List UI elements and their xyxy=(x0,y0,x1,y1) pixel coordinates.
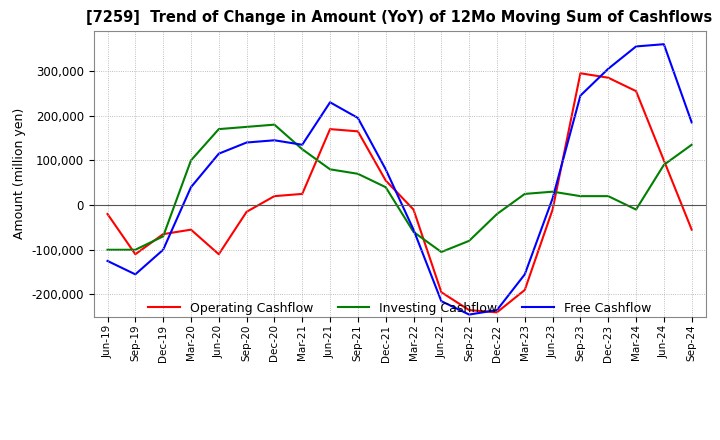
Operating Cashflow xyxy=(549,207,557,212)
Y-axis label: Amount (million yen): Amount (million yen) xyxy=(13,108,26,239)
Investing Cashflow xyxy=(159,234,168,239)
Free Cashflow xyxy=(242,140,251,145)
Free Cashflow xyxy=(660,41,668,47)
Free Cashflow xyxy=(688,120,696,125)
Investing Cashflow xyxy=(576,194,585,199)
Operating Cashflow xyxy=(325,126,334,132)
Investing Cashflow xyxy=(325,167,334,172)
Free Cashflow xyxy=(409,227,418,232)
Free Cashflow xyxy=(186,184,195,190)
Free Cashflow xyxy=(215,151,223,156)
Operating Cashflow xyxy=(186,227,195,232)
Free Cashflow xyxy=(325,99,334,105)
Free Cashflow xyxy=(631,44,640,49)
Free Cashflow xyxy=(103,258,112,264)
Operating Cashflow xyxy=(631,88,640,94)
Free Cashflow xyxy=(492,308,501,313)
Investing Cashflow xyxy=(549,189,557,194)
Operating Cashflow xyxy=(521,287,529,293)
Operating Cashflow xyxy=(437,290,446,295)
Investing Cashflow xyxy=(354,171,362,176)
Investing Cashflow xyxy=(660,162,668,168)
Investing Cashflow xyxy=(186,158,195,163)
Operating Cashflow xyxy=(131,252,140,257)
Investing Cashflow xyxy=(131,247,140,253)
Operating Cashflow xyxy=(576,70,585,76)
Investing Cashflow xyxy=(409,229,418,235)
Operating Cashflow xyxy=(103,211,112,216)
Operating Cashflow xyxy=(298,191,307,197)
Operating Cashflow xyxy=(382,178,390,183)
Investing Cashflow xyxy=(465,238,474,243)
Investing Cashflow xyxy=(631,207,640,212)
Free Cashflow xyxy=(465,312,474,317)
Free Cashflow xyxy=(576,93,585,98)
Line: Investing Cashflow: Investing Cashflow xyxy=(107,125,692,252)
Free Cashflow xyxy=(131,272,140,277)
Operating Cashflow xyxy=(215,252,223,257)
Investing Cashflow xyxy=(242,124,251,129)
Investing Cashflow xyxy=(604,194,613,199)
Operating Cashflow xyxy=(159,231,168,237)
Investing Cashflow xyxy=(103,247,112,253)
Legend: Operating Cashflow, Investing Cashflow, Free Cashflow: Operating Cashflow, Investing Cashflow, … xyxy=(143,297,656,319)
Free Cashflow xyxy=(604,66,613,71)
Free Cashflow xyxy=(437,298,446,304)
Free Cashflow xyxy=(549,196,557,201)
Line: Free Cashflow: Free Cashflow xyxy=(107,44,692,315)
Operating Cashflow xyxy=(492,310,501,315)
Free Cashflow xyxy=(354,115,362,121)
Investing Cashflow xyxy=(215,126,223,132)
Operating Cashflow xyxy=(270,194,279,199)
Operating Cashflow xyxy=(409,207,418,212)
Operating Cashflow xyxy=(604,75,613,81)
Investing Cashflow xyxy=(688,142,696,147)
Operating Cashflow xyxy=(354,129,362,134)
Investing Cashflow xyxy=(492,211,501,216)
Investing Cashflow xyxy=(382,184,390,190)
Free Cashflow xyxy=(270,138,279,143)
Operating Cashflow xyxy=(688,227,696,232)
Title: [7259]  Trend of Change in Amount (YoY) of 12Mo Moving Sum of Cashflows: [7259] Trend of Change in Amount (YoY) o… xyxy=(86,11,713,26)
Operating Cashflow xyxy=(465,308,474,313)
Investing Cashflow xyxy=(437,249,446,255)
Free Cashflow xyxy=(159,247,168,253)
Free Cashflow xyxy=(521,272,529,277)
Free Cashflow xyxy=(382,167,390,172)
Operating Cashflow xyxy=(242,209,251,214)
Free Cashflow xyxy=(298,142,307,147)
Investing Cashflow xyxy=(521,191,529,197)
Operating Cashflow xyxy=(660,158,668,163)
Line: Operating Cashflow: Operating Cashflow xyxy=(107,73,692,312)
Investing Cashflow xyxy=(270,122,279,127)
Investing Cashflow xyxy=(298,147,307,152)
